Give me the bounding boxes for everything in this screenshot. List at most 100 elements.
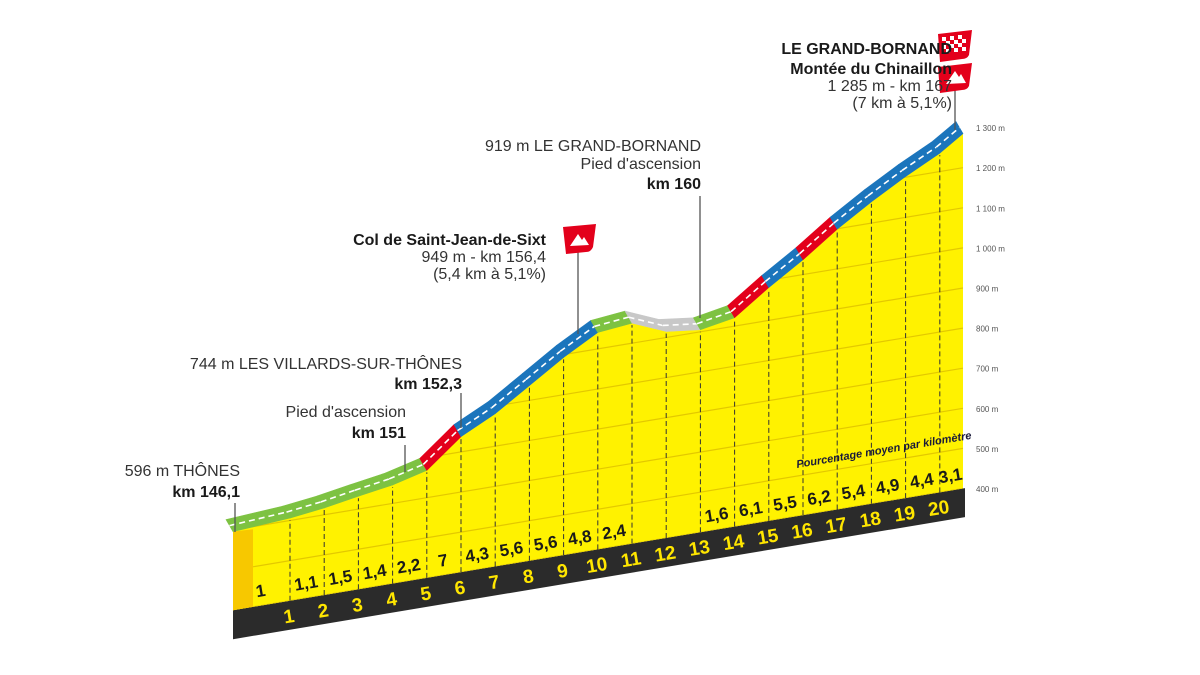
- km-marker-label: 5: [419, 583, 433, 606]
- road-centerline: [491, 378, 527, 409]
- gradient-label: 4,9: [874, 475, 900, 498]
- km-marker-label: 12: [653, 542, 677, 566]
- road-centerline: [696, 310, 732, 325]
- mountain-flag-icon: [563, 224, 596, 254]
- gradient-label: 6,1: [738, 498, 764, 521]
- road-centerline: [354, 478, 390, 492]
- annotation-villards: 744 m LES VILLARDS-SUR-THÔNES km 152,3: [190, 354, 462, 428]
- road-centerline: [422, 430, 459, 465]
- road-centerline: [798, 222, 835, 255]
- road-centerline: [730, 280, 766, 313]
- gradient-label: 1,4: [361, 561, 388, 584]
- km-marker-label: 14: [722, 531, 747, 555]
- pied2-km: km 160: [647, 176, 701, 193]
- villards-km: km 152,3: [394, 376, 462, 393]
- start-label: 596 m THÔNES: [125, 461, 240, 480]
- km-marker-label: 20: [927, 497, 951, 521]
- annotation-pied-1: Pied d'ascension km 151: [286, 404, 406, 472]
- gradient-label: 1,6: [703, 504, 729, 527]
- y-tick-label: 1 200 m: [976, 164, 1005, 173]
- y-tick-label: 500 m: [976, 445, 999, 454]
- pied2-label: 919 m LE GRAND-BORNAND: [485, 138, 701, 155]
- pied2-sub: Pied d'ascension: [581, 156, 701, 173]
- base-band: [233, 488, 965, 640]
- km-marker-label: 13: [687, 537, 711, 561]
- col-stats: (5,4 km à 5,1%): [433, 266, 546, 283]
- annotation-col: Col de Saint-Jean-de-Sixt 949 m - km 156…: [353, 224, 596, 334]
- gradient-labels: 1 1,1 1,5 1,4 2,2 7 4,3 5,6 5,6 4,8 2,4 1,6 6,1 5,5 6,…: [254, 465, 963, 601]
- km-marker-label: 9: [556, 560, 570, 582]
- road-centerline: [388, 463, 424, 480]
- km-marker-label: 1: [282, 606, 296, 629]
- y-tick-label: 700 m: [976, 365, 999, 374]
- gradient-label: 1,5: [327, 566, 353, 589]
- start-km: km 146,1: [172, 484, 240, 501]
- gradient-label: 5,5: [772, 492, 798, 515]
- road-centerline: [867, 169, 903, 197]
- gradient-label: 6,2: [806, 487, 832, 510]
- villards-label: 744 m LES VILLARDS-SUR-THÔNES: [190, 354, 462, 373]
- road-centerline: [764, 253, 801, 283]
- km-marker-label: 17: [824, 514, 848, 538]
- gradient-label: 4,3: [464, 544, 490, 567]
- road-centerline: [628, 316, 663, 327]
- col-elevation: 949 m - km 156,4: [422, 249, 547, 266]
- annotation-pied-2: 919 m LE GRAND-BORNAND Pied d'ascension …: [485, 138, 701, 318]
- y-axis: 400 m 500 m 600 m 700 m 800 m 900 m 1 000 m 1 1…: [976, 124, 1005, 494]
- gradient-label: 4,4: [909, 469, 936, 492]
- pied1-label: Pied d'ascension: [286, 404, 406, 421]
- road-centerline: [935, 127, 961, 148]
- road-centerline: [594, 316, 629, 328]
- gradient-label: 2,4: [601, 521, 628, 544]
- km-marker-label: 10: [585, 554, 609, 578]
- y-tick-label: 1 000 m: [976, 244, 1005, 253]
- finish-stats: (7 km à 5,1%): [852, 95, 952, 112]
- col-name: Col de Saint-Jean-de-Sixt: [353, 232, 547, 249]
- km-marker-label: 7: [487, 572, 501, 594]
- km-marker-label: 19: [893, 503, 917, 527]
- gradient-label: 2,2: [396, 555, 422, 578]
- y-tick-label: 1 100 m: [976, 204, 1005, 213]
- km-marker-label: 15: [756, 525, 781, 549]
- finish-elevation: 1 285 m - km 167: [828, 78, 953, 95]
- y-tick-label: 1 300 m: [976, 124, 1005, 133]
- gradient-label: 5,6: [532, 532, 558, 555]
- pied1-km: km 151: [352, 425, 406, 442]
- road-centerline: [525, 350, 561, 381]
- mountain-flag-icon: [938, 63, 972, 93]
- road-centerline: [901, 146, 937, 172]
- road-centerline: [320, 489, 356, 503]
- road-centerline: [286, 501, 321, 513]
- gradient-label: 3,1: [937, 465, 963, 488]
- km-marker-label: 11: [619, 548, 643, 572]
- gradient-label: 1: [254, 581, 266, 601]
- gradient-label: 5,6: [498, 538, 524, 561]
- km-marker-label: 4: [385, 589, 399, 612]
- gradient-label: 5,4: [840, 481, 867, 504]
- km-marker-label: 3: [351, 595, 365, 617]
- road-centerline: [559, 325, 595, 353]
- road-centerline: [662, 322, 697, 327]
- y-tick-label: 800 m: [976, 325, 999, 334]
- annotation-finish: LE GRAND-BORNAND Montée du Chinaillon 1 …: [781, 30, 972, 130]
- profile-side: [233, 529, 253, 611]
- road-centerline: [833, 195, 869, 224]
- km-marker-label: 18: [858, 508, 882, 532]
- km-marker-label: 6: [453, 578, 467, 600]
- gradient-label: 4,8: [567, 526, 593, 549]
- finish-name: LE GRAND-BORNAND: [781, 41, 952, 58]
- annotation-start: 596 m THÔNES km 146,1: [125, 461, 240, 532]
- gradient-label: 7: [437, 550, 449, 570]
- km-marker-label: 8: [522, 566, 536, 588]
- y-tick-label: 400 m: [976, 485, 999, 494]
- finish-climb: Montée du Chinaillon: [790, 61, 952, 78]
- km-marker-label: 2: [316, 600, 330, 622]
- y-tick-label: 600 m: [976, 405, 999, 414]
- finish-flag-icon: [938, 30, 972, 62]
- y-tick-label: 900 m: [976, 285, 999, 294]
- road-segments: [225, 121, 964, 532]
- road-centerline: [457, 407, 493, 432]
- km-marker-label: 16: [790, 520, 814, 544]
- gradient-label: 1,1: [293, 572, 319, 595]
